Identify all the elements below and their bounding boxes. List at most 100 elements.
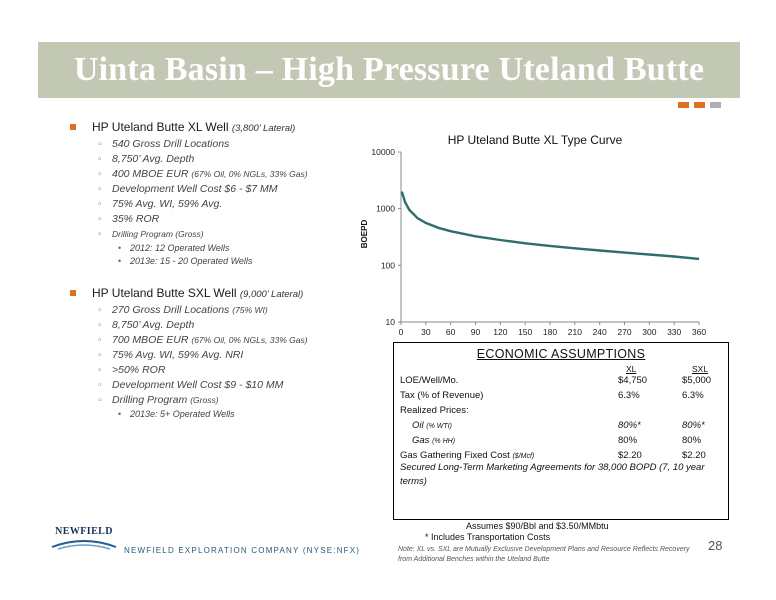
x-tick-label: 240 [593, 327, 607, 337]
xl-item: ▫ 35% ROR [70, 212, 360, 227]
dash-icon: ▫ [98, 349, 102, 361]
y-tick-label: 10 [386, 317, 396, 327]
oil-label: Oil [412, 420, 424, 431]
xl-heading-text: HP Uteland Butte XL Well [92, 120, 229, 134]
oil-label-note: (% WTI) [426, 423, 452, 430]
company-logo: NEWFIELD [48, 526, 120, 556]
sxl-program-text: 2013e: 5+ Operated Wells [130, 409, 235, 419]
logo-swoosh-icon [51, 540, 117, 550]
accent-square-grey [710, 102, 721, 108]
page-number: 28 [708, 538, 723, 553]
sxl-program-item: • 2013e: 5+ Operated Wells [70, 408, 360, 421]
footnote: Note: XL vs. SXL are Mutually Exclusive … [398, 546, 690, 563]
type-curve-svg: HP Uteland Butte XL Type Curve BOEPD 0 30… [360, 133, 707, 337]
xl-eur-note: (67% Oil, 0% NGLs, 33% Gas) [191, 169, 308, 179]
x-tick-labels: 0 30 60 90 120 150 180 210 240 270 300 330 360 [399, 327, 707, 337]
sxl-item: ▫ 270 Gross Drill Locations (75% WI) [70, 303, 360, 318]
dash-icon: ▫ [98, 168, 102, 180]
econ-row-sxl: 80% [682, 435, 702, 446]
econ-row-label: LOE/Well/Mo. [400, 375, 459, 386]
chart-title: HP Uteland Butte XL Type Curve [448, 133, 623, 147]
econ-row-label: Gas (% HH) [412, 435, 455, 446]
chart-axes [398, 151, 700, 325]
econ-row-sxl: 6.3% [682, 390, 704, 401]
y-tick-labels: 10 100 1000 10000 [371, 147, 395, 327]
dash-icon: ▫ [98, 183, 102, 195]
dash-icon: ▫ [98, 364, 102, 376]
xl-item-text: Development Well Cost $6 - $7 MM [112, 183, 278, 195]
dot-icon: • [118, 256, 122, 266]
gathering-label: Gas Gathering Fixed Cost [400, 450, 510, 461]
xl-item-text: 540 Gross Drill Locations [112, 138, 230, 150]
type-curve-line [400, 191, 700, 261]
sxl-item-text: 8,750’ Avg. Depth [112, 319, 195, 331]
econ-header-row: XL SXL [400, 364, 724, 378]
xl-heading-note: (3,800’ Lateral) [231, 123, 296, 134]
econ-row-gas: Gas (% HH) 80% 80% [400, 435, 724, 449]
slide-title: Uinta Basin – High Pressure Uteland Butt… [73, 51, 705, 88]
sxl-heading-note: (9,000’ Lateral) [239, 289, 304, 300]
accent-square-orange-1 [678, 102, 689, 108]
x-tick-label: 90 [471, 327, 481, 337]
y-tick-label: 100 [381, 260, 395, 270]
sxl-eur-note: (67% Oil, 0% NGLs, 33% Gas) [191, 335, 308, 345]
sxl-heading: HP Uteland Butte SXL Well (9,000’ Latera… [70, 286, 360, 300]
sxl-program-note: (Gross) [190, 395, 219, 405]
dash-icon: ▫ [98, 228, 102, 240]
econ-row-loe: LOE/Well/Mo. $4,750 $5,000 [400, 375, 724, 389]
x-tick-label: 300 [642, 327, 656, 337]
dash-icon: ▫ [98, 394, 102, 406]
econ-row-prices: Realized Prices: [400, 405, 724, 419]
dash-icon: ▫ [98, 213, 102, 225]
xl-item-text: Drilling Program (Gross) [112, 229, 204, 239]
bullet-square-icon [70, 290, 76, 296]
sxl-item-text: Drilling Program [112, 394, 188, 406]
econ-row-sxl: $5,000 [682, 375, 712, 386]
gas-label: Gas [412, 435, 430, 446]
x-tick-label: 0 [399, 327, 404, 337]
econ-row-label: Gas Gathering Fixed Cost ($/Mcf) [400, 450, 534, 461]
sxl-item: ▫ Drilling Program (Gross) [70, 393, 360, 408]
x-tick-label: 120 [493, 327, 507, 337]
xl-program-text: 2013e: 15 - 20 Operated Wells [130, 256, 253, 266]
sxl-locations-note: (75% WI) [232, 305, 268, 315]
gathering-label-note: ($/Mcf) [512, 453, 535, 460]
type-curve-chart: HP Uteland Butte XL Type Curve BOEPD 0 30… [355, 128, 725, 340]
accent-squares [678, 102, 721, 108]
sxl-item: ▫ Development Well Cost $9 - $10 MM [70, 378, 360, 393]
dash-icon: ▫ [98, 319, 102, 331]
x-tick-label: 210 [568, 327, 582, 337]
xl-heading: HP Uteland Butte XL Well (3,800’ Lateral… [70, 120, 360, 134]
y-axis-label: BOEPD [360, 220, 369, 249]
sxl-item: ▫ 75% Avg. WI, 59% Avg. NRI [70, 348, 360, 363]
dash-icon: ▫ [98, 198, 102, 210]
xl-item: ▫ 400 MBOE EUR (67% Oil, 0% NGLs, 33% Gas… [70, 167, 360, 182]
econ-row-xl: 80% [618, 435, 638, 446]
econ-row-sxl: 80%* [682, 420, 705, 431]
sxl-item: ▫ >50% ROR [70, 363, 360, 378]
sxl-item-text: Development Well Cost $9 - $10 MM [112, 379, 284, 391]
xl-item: ▫ 540 Gross Drill Locations [70, 137, 360, 152]
econ-row-xl: 6.3% [618, 390, 640, 401]
logo-wordmark: NEWFIELD [55, 526, 113, 537]
dash-icon: ▫ [98, 153, 102, 165]
y-tick-label: 1000 [376, 204, 395, 214]
dash-icon: ▫ [98, 138, 102, 150]
xl-item-text: 75% Avg. WI, 59% Avg. [112, 198, 223, 210]
econ-row-xl: $2.20 [618, 450, 642, 461]
xl-item: ▫ 8,750’ Avg. Depth [70, 152, 360, 167]
econ-title: ECONOMIC ASSUMPTIONS [476, 347, 646, 361]
sxl-well-group: HP Uteland Butte SXL Well (9,000’ Latera… [70, 286, 360, 421]
dash-icon: ▫ [98, 334, 102, 346]
x-tick-label: 180 [543, 327, 557, 337]
sxl-item-text: >50% ROR [112, 364, 166, 376]
dot-icon: • [118, 243, 122, 253]
x-tick-label: 30 [421, 327, 431, 337]
sxl-item: ▫ 8,750’ Avg. Depth [70, 318, 360, 333]
secured-agreements-text: Secured Long-Term Marketing Agreements f… [400, 462, 705, 487]
economic-assumptions-box: ECONOMIC ASSUMPTIONS XL SXL LOE/Well/Mo.… [393, 342, 729, 520]
x-tick-label: 270 [617, 327, 631, 337]
transportation-note: * Includes Transportation Costs [425, 532, 551, 542]
title-banner: Uinta Basin – High Pressure Uteland Butt… [38, 42, 740, 98]
econ-row-gathering: Gas Gathering Fixed Cost ($/Mcf) $2.20 $… [400, 450, 724, 464]
